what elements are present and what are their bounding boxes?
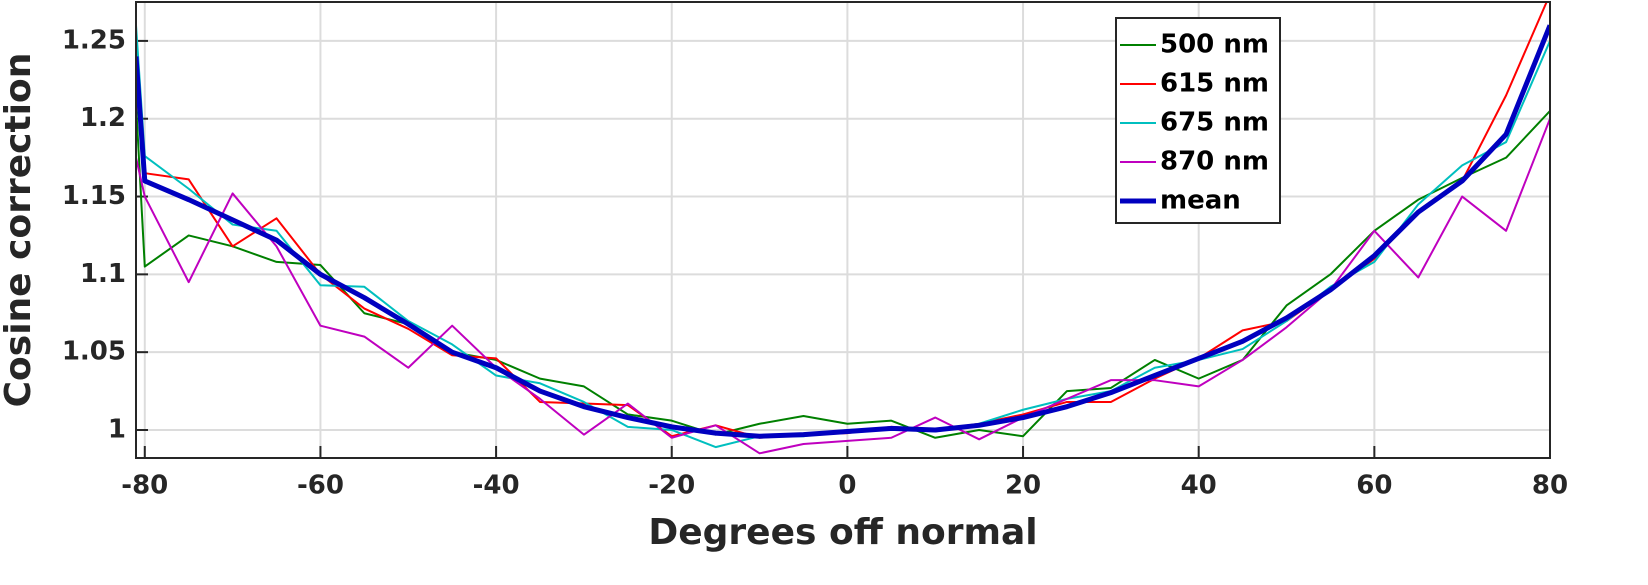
legend-label: 615 nm <box>1160 69 1269 99</box>
y-tick-label: 1.1 <box>80 259 126 289</box>
series-line <box>136 25 1550 449</box>
x-tick-label: -40 <box>473 471 520 501</box>
x-tick-label: -20 <box>648 471 695 501</box>
x-tick-label: 60 <box>1356 471 1392 501</box>
y-tick-label: 1 <box>108 414 126 444</box>
series-line <box>136 24 1550 439</box>
series-line <box>136 118 1550 455</box>
legend-label: 500 nm <box>1160 30 1269 60</box>
series-line <box>136 103 1550 439</box>
y-tick-label: 1.15 <box>62 181 126 211</box>
y-tick-label: 1.05 <box>62 337 126 367</box>
x-tick-label: 80 <box>1532 471 1568 501</box>
x-axis-label: Degrees off normal <box>648 512 1037 553</box>
x-tick-label: -80 <box>121 471 168 501</box>
legend-label: 870 nm <box>1160 147 1269 177</box>
x-tick-label: -60 <box>297 471 344 501</box>
y-axis-label: Cosine correction <box>0 53 39 408</box>
y-tick-label: 1.25 <box>62 25 126 55</box>
legend-box <box>1115 17 1281 224</box>
x-tick-label: 20 <box>1005 471 1041 501</box>
legend-label: mean <box>1160 186 1241 216</box>
legend-label: 675 nm <box>1160 108 1269 138</box>
y-tick-label: 1.2 <box>80 103 126 133</box>
series-line <box>136 2 1548 439</box>
x-tick-label: 40 <box>1181 471 1217 501</box>
x-tick-label: 0 <box>838 471 856 501</box>
plot-frame <box>135 1 1551 459</box>
plot-lines <box>136 2 1550 455</box>
